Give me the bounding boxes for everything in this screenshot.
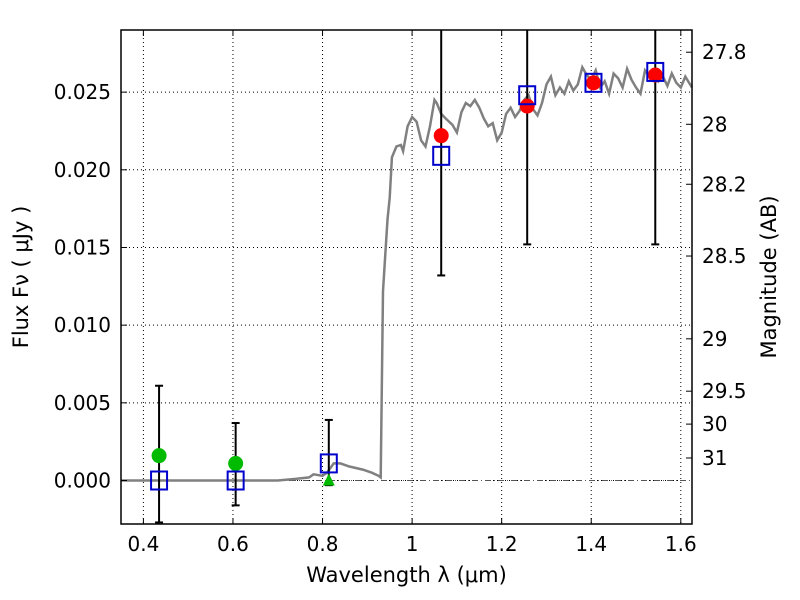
- y2-axis-title: Magnitude (AB): [757, 195, 781, 358]
- y-tick-label: 0.005: [54, 391, 111, 415]
- plot-frame: [120, 29, 693, 525]
- x-tick-label: 0.6: [217, 532, 249, 556]
- observed-flux-point: [433, 128, 449, 144]
- x-tick-label: 0.4: [127, 532, 159, 556]
- x-axis-title: Wavelength λ (μm): [306, 563, 507, 587]
- observed-flux-point: [519, 98, 535, 114]
- x-tick-label: 1.4: [575, 532, 607, 556]
- model-band-squares: [150, 61, 665, 491]
- y-tick-label: 0.020: [54, 158, 111, 182]
- y2-tick-label: 28.5: [702, 244, 747, 268]
- y2-tick-label: 30: [702, 412, 727, 436]
- model-sed-line: [121, 64, 694, 482]
- observed-flux-point: [585, 75, 601, 91]
- y-axis-title: Flux Fν ( μJy ): [9, 206, 33, 349]
- model-band-flux-square: [584, 72, 603, 93]
- grid: [121, 30, 692, 524]
- x-tick-label: 1.6: [665, 532, 697, 556]
- observed-points: [151, 67, 663, 486]
- x-tick-label: 0.8: [307, 532, 339, 556]
- x-tick-label: 1: [406, 532, 419, 556]
- model-band-flux-square: [432, 145, 451, 166]
- model-band-flux-square: [319, 453, 338, 474]
- axis-ticks: 0.4 0.6 0.8 1 1.2 1.4 1.6 0.000 0.005 0.010 0.015 0…: [54, 30, 747, 556]
- y-tick-label: 0.025: [54, 80, 111, 104]
- x-tick-label: 1.2: [486, 532, 518, 556]
- model-band-flux-square: [646, 61, 665, 82]
- y2-tick-label: 31: [702, 446, 727, 470]
- observed-upper-limit-marker: [322, 473, 335, 486]
- y2-tick-label: 28: [702, 112, 727, 136]
- y-tick-label: 0.010: [54, 313, 111, 337]
- y-tick-label: 0.000: [54, 469, 111, 493]
- model-band-flux-square: [226, 470, 245, 491]
- observed-flux-point: [151, 448, 167, 464]
- y2-tick-label: 27.8: [702, 40, 747, 64]
- model-band-flux-square: [150, 470, 169, 491]
- observed-flux-point: [228, 455, 244, 471]
- y2-tick-label: 28.2: [702, 172, 747, 196]
- model-band-flux-square: [518, 85, 537, 106]
- y2-tick-label: 29.5: [702, 379, 747, 403]
- y-tick-label: 0.015: [54, 235, 111, 259]
- observed-flux-point: [647, 67, 663, 83]
- error-bars: [155, 30, 660, 524]
- y2-tick-label: 29: [702, 327, 727, 351]
